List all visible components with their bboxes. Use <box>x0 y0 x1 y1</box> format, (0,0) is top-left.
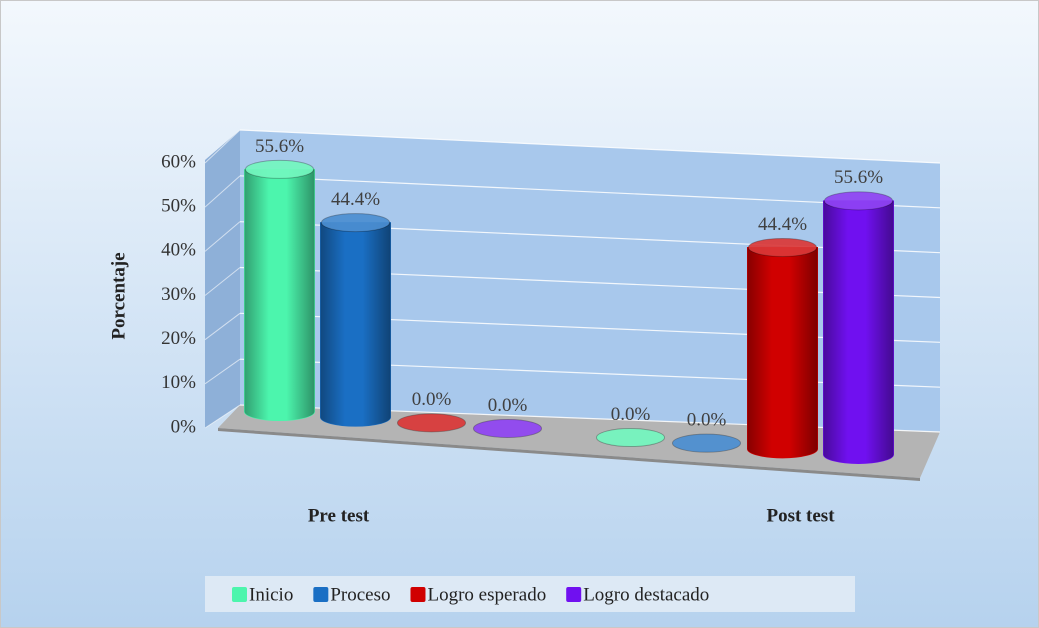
side-grid <box>204 129 241 164</box>
data-label: 0.0% <box>611 404 651 425</box>
bar-top <box>596 428 665 448</box>
side-wall <box>205 130 240 428</box>
legend-label: Logro destacado <box>583 584 709 605</box>
bar-top <box>824 191 893 211</box>
legend-swatch <box>410 587 426 602</box>
legend-swatch <box>566 587 582 602</box>
legend-label: Logro esperado <box>427 584 546 605</box>
bar <box>823 191 894 464</box>
bar-top-hl <box>397 413 466 432</box>
bar <box>747 237 818 459</box>
bar <box>320 213 391 427</box>
bar-shade <box>244 169 315 421</box>
x-tick-label: Post test <box>766 505 835 526</box>
bar-shade <box>747 247 818 458</box>
data-label: 44.4% <box>331 189 380 210</box>
side-grid <box>204 312 241 341</box>
bar <box>244 159 315 422</box>
bar-top <box>397 413 466 433</box>
y-tick-label: 60% <box>161 151 196 172</box>
x-tick-label: Pre test <box>308 505 370 526</box>
legend-swatch <box>232 587 247 602</box>
bar-top-hl <box>245 160 314 179</box>
data-label: 55.6% <box>834 167 883 188</box>
legend-swatch <box>313 587 329 602</box>
bar <box>596 428 665 448</box>
y-axis-label: Porcentaje <box>108 252 129 339</box>
bar-top <box>245 159 314 179</box>
data-label: 0.0% <box>488 395 528 416</box>
floor-edge <box>218 428 920 481</box>
bar-top-hl <box>824 191 893 210</box>
data-label: 55.6% <box>255 136 304 157</box>
bar-top <box>748 237 817 257</box>
side-grid <box>204 404 241 429</box>
y-tick-label: 30% <box>161 284 196 305</box>
y-tick-label: 50% <box>161 196 196 217</box>
bar-shade <box>823 200 894 464</box>
side-grid <box>204 221 241 252</box>
bar-top-hl <box>672 434 741 453</box>
bar <box>672 433 741 453</box>
bar-top-hl <box>596 428 665 447</box>
grid-line <box>239 129 941 164</box>
y-tick-label: 20% <box>161 328 196 349</box>
data-label: 44.4% <box>758 214 807 235</box>
bar-top-hl <box>748 238 817 257</box>
legend-label: Proceso <box>330 584 390 605</box>
bar-top <box>672 433 741 453</box>
bar-top <box>321 213 390 233</box>
legend-label: Inicio <box>249 584 293 605</box>
bar <box>473 418 542 438</box>
y-tick-label: 40% <box>161 240 196 261</box>
y-tick-label: 0% <box>171 416 197 437</box>
bar-top-hl <box>321 213 390 232</box>
side-grid <box>204 267 241 296</box>
bar-shade <box>320 222 391 427</box>
bar-top <box>473 418 542 438</box>
data-label: 0.0% <box>687 410 727 431</box>
bar-top-hl <box>473 419 542 438</box>
side-grid <box>204 358 241 385</box>
data-label: 0.0% <box>412 389 452 410</box>
side-grid <box>204 175 241 208</box>
y-tick-label: 10% <box>161 372 196 393</box>
bar <box>397 413 466 433</box>
